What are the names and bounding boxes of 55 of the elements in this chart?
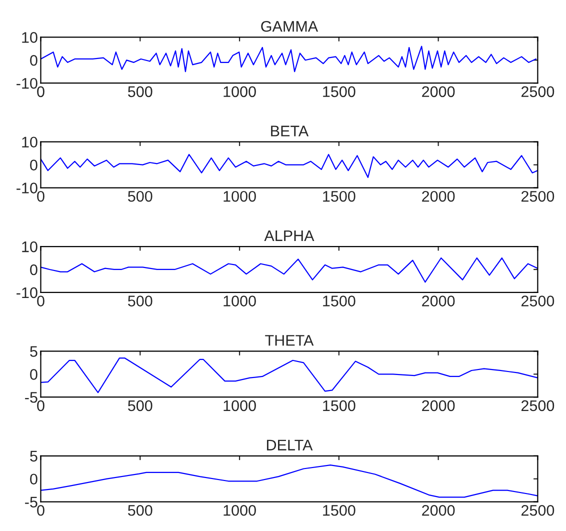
x-tick-label: 2000 — [422, 504, 455, 516]
y-tick-label: 0 — [30, 264, 38, 276]
y-tick-label: 5 — [30, 450, 38, 462]
x-tick-label: 500 — [128, 400, 152, 412]
line-series — [40, 257, 538, 283]
x-tick-label: 0 — [37, 504, 44, 516]
chart-title: ALPHA — [264, 230, 314, 241]
x-tick-label: 0 — [37, 86, 44, 98]
x-tick-label: 2500 — [521, 296, 554, 306]
y-tick-label: 0 — [30, 369, 38, 380]
x-tick-label: 2500 — [521, 86, 554, 98]
line-series — [40, 358, 538, 394]
y-tick-label: 10 — [22, 136, 38, 148]
x-tick-label: 1500 — [323, 86, 356, 98]
line-series — [40, 154, 538, 178]
x-tick-label: 2500 — [521, 190, 554, 202]
x-tick-label: 1500 — [323, 504, 356, 516]
x-tick-label: 1500 — [323, 400, 356, 412]
chart-title: BETA — [271, 126, 309, 136]
x-tick-label: 2000 — [422, 190, 455, 202]
chart-title: GAMMA — [261, 20, 318, 32]
y-tick-label: 0 — [30, 474, 38, 485]
x-tick-label: 2000 — [422, 86, 455, 98]
y-tick-label: 0 — [30, 54, 38, 66]
x-tick-label: 500 — [128, 190, 152, 202]
y-tick-label: -10 — [16, 78, 38, 89]
chart-title: THETA — [265, 335, 314, 346]
x-tick-label: 500 — [128, 504, 152, 516]
x-tick-label: 1000 — [224, 400, 256, 412]
x-tick-label: 500 — [128, 296, 152, 306]
x-tick-label: 0 — [37, 296, 44, 306]
x-tick-label: 2500 — [521, 504, 554, 516]
chart-title: DELTA — [266, 440, 313, 450]
x-tick-label: 2000 — [422, 296, 455, 306]
y-tick-label: 10 — [22, 32, 38, 43]
y-tick-label: -10 — [16, 182, 38, 194]
x-tick-label: 1500 — [323, 296, 356, 306]
x-tick-label: 1000 — [224, 504, 256, 516]
x-tick-label: 0 — [37, 190, 44, 202]
x-tick-label: 0 — [37, 400, 44, 412]
x-tick-label: 2500 — [521, 400, 554, 412]
x-tick-label: 2000 — [422, 400, 455, 412]
line-series — [40, 46, 536, 72]
y-tick-label: 10 — [22, 241, 38, 252]
y-tick-label: 5 — [30, 346, 38, 357]
x-tick-label: 1000 — [224, 86, 256, 98]
x-tick-label: 1500 — [323, 190, 356, 202]
x-tick-label: 1000 — [224, 296, 256, 306]
x-tick-label: 500 — [128, 86, 152, 98]
y-tick-label: -5 — [25, 496, 38, 508]
y-tick-label: -5 — [25, 392, 38, 403]
y-tick-label: -10 — [16, 287, 38, 298]
line-series — [40, 464, 538, 498]
x-tick-label: 1000 — [224, 190, 256, 202]
y-tick-label: 0 — [30, 160, 38, 170]
